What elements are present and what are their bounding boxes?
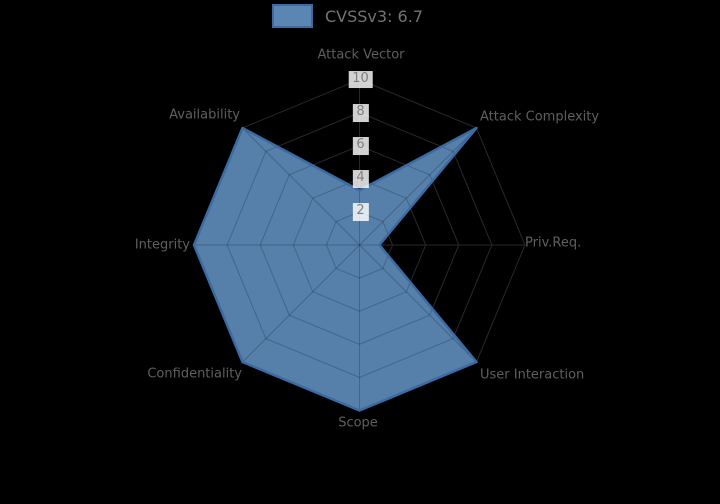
axis-label-user-interaction: User Interaction [480,367,585,383]
legend: CVSSv3: 6.7 [272,4,423,28]
axis-label-scope: Scope [338,415,378,431]
grid-ring [325,211,394,279]
axis-spoke [359,128,477,246]
radial-tick-10: 10 [348,70,373,89]
legend-label: CVSSv3: 6.7 [325,6,423,26]
axis-spoke [242,244,360,363]
axis-spoke [359,244,477,363]
legend-swatch [272,4,313,28]
axis-label-integrity: Integrity [134,237,190,253]
radial-tick-6: 6 [352,136,369,155]
axis-label-priv-req: Priv.Req. [525,235,582,251]
radial-tick-8: 8 [352,103,369,122]
axis-label-availability: Availability [169,107,240,123]
radar-series-outline [192,126,478,412]
axis-spoke [242,128,360,246]
axis-label-confidentiality: Confidentiality [147,366,242,382]
axis-label-attack-vector: Attack Vector [317,47,405,63]
axis-label-attack-complexity: Attack Complexity [480,109,600,125]
radial-tick-4: 4 [352,169,369,188]
radial-tick-2: 2 [352,202,369,221]
radar-series-fill [194,128,477,411]
